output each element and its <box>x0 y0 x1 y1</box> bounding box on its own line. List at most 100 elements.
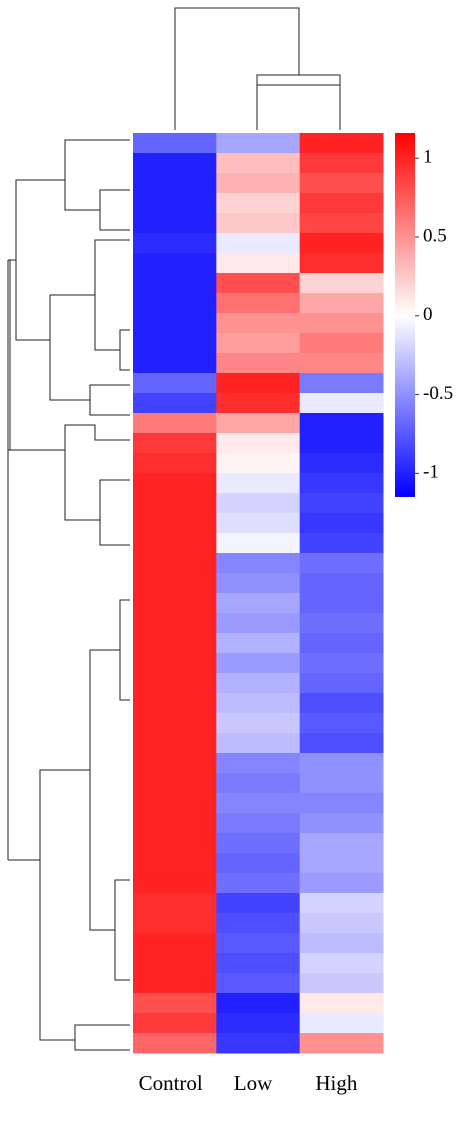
heat-cell <box>133 433 217 454</box>
heat-cell <box>299 473 384 494</box>
heat-cell <box>133 813 217 834</box>
heat-cell <box>133 133 217 154</box>
heat-cell <box>133 453 217 474</box>
heat-cell <box>216 233 301 254</box>
heat-cell <box>216 853 301 874</box>
colorbar: 1 0.5 0 -0.5 -1 <box>395 133 453 497</box>
heat-cell <box>299 613 384 634</box>
heat-cell <box>216 953 301 974</box>
heat-cell <box>216 273 301 294</box>
heat-cell <box>299 893 384 914</box>
heat-cell <box>299 593 384 614</box>
heat-cell <box>216 173 301 194</box>
heat-cell <box>133 513 217 534</box>
heat-cell <box>299 853 384 874</box>
heat-cell <box>299 833 384 854</box>
heat-cell <box>133 793 217 814</box>
heat-cell <box>133 333 217 354</box>
heat-cell <box>299 753 384 774</box>
heat-cell <box>133 373 217 394</box>
heat-cell <box>216 293 301 314</box>
heat-cell <box>216 593 301 614</box>
heat-cell <box>299 533 384 554</box>
heat-cell <box>299 553 384 574</box>
heat-cell <box>299 913 384 934</box>
heat-cell <box>216 433 301 454</box>
heat-cell <box>216 673 301 694</box>
heat-cell <box>133 413 217 434</box>
heat-cell <box>299 193 384 214</box>
heat-cell <box>216 493 301 514</box>
heat-cell <box>216 773 301 794</box>
heatmap-cells <box>133 133 384 1054</box>
heat-cell <box>133 393 217 414</box>
heat-cell <box>299 373 384 394</box>
column-dendrogram <box>174 7 341 130</box>
heat-cell <box>216 713 301 734</box>
heat-cell <box>133 293 217 314</box>
heat-cell <box>299 513 384 534</box>
heat-cell <box>299 313 384 334</box>
heat-cell <box>216 453 301 474</box>
heat-cell <box>299 673 384 694</box>
heat-cell <box>299 813 384 834</box>
heat-cell <box>133 993 217 1014</box>
heat-cell <box>216 993 301 1014</box>
heat-cell <box>133 753 217 774</box>
heat-cell <box>216 633 301 654</box>
heat-cell <box>133 633 217 654</box>
heat-cell <box>216 693 301 714</box>
heat-cell <box>299 733 384 754</box>
heat-cell <box>133 653 217 674</box>
heat-cell <box>133 493 217 514</box>
heat-cell <box>216 213 301 234</box>
heat-cell <box>299 793 384 814</box>
heat-cell <box>299 333 384 354</box>
heat-cell <box>133 773 217 794</box>
heat-cell <box>299 713 384 734</box>
heat-cell <box>133 313 217 334</box>
heat-cell <box>299 873 384 894</box>
heat-cell <box>299 453 384 474</box>
heat-cell <box>216 793 301 814</box>
heat-cell <box>133 593 217 614</box>
heat-cell <box>299 413 384 434</box>
heat-cell <box>216 933 301 954</box>
heat-cell <box>299 633 384 654</box>
heat-cell <box>216 193 301 214</box>
heat-cell <box>133 833 217 854</box>
heat-cell <box>216 133 301 154</box>
heat-cell <box>216 733 301 754</box>
heat-cell <box>133 353 217 374</box>
heat-cell <box>299 1033 384 1054</box>
heat-cell <box>133 953 217 974</box>
heat-cell <box>216 653 301 674</box>
heat-cell <box>299 1013 384 1034</box>
column-label: High <box>315 1071 358 1095</box>
heat-cell <box>216 393 301 414</box>
column-label: Control <box>139 1071 203 1095</box>
heat-cell <box>216 753 301 774</box>
heat-cell <box>216 553 301 574</box>
heat-cell <box>299 933 384 954</box>
heat-cell <box>216 253 301 274</box>
heat-cell <box>133 913 217 934</box>
heat-cell <box>133 213 217 234</box>
colorbar-bar <box>395 133 415 497</box>
colorbar-tick-label: 0 <box>423 304 433 325</box>
heat-cell <box>133 173 217 194</box>
heat-cell <box>216 1013 301 1034</box>
heat-cell <box>216 413 301 434</box>
heat-cell <box>133 973 217 994</box>
heat-cell <box>299 393 384 414</box>
heat-cell <box>133 893 217 914</box>
heat-cell <box>216 473 301 494</box>
heat-cell <box>133 873 217 894</box>
heat-cell <box>299 993 384 1014</box>
heat-cell <box>133 153 217 174</box>
heat-cell <box>216 533 301 554</box>
heat-cell <box>133 1013 217 1034</box>
colorbar-tick-label: -0.5 <box>423 383 453 404</box>
heat-cell <box>216 153 301 174</box>
